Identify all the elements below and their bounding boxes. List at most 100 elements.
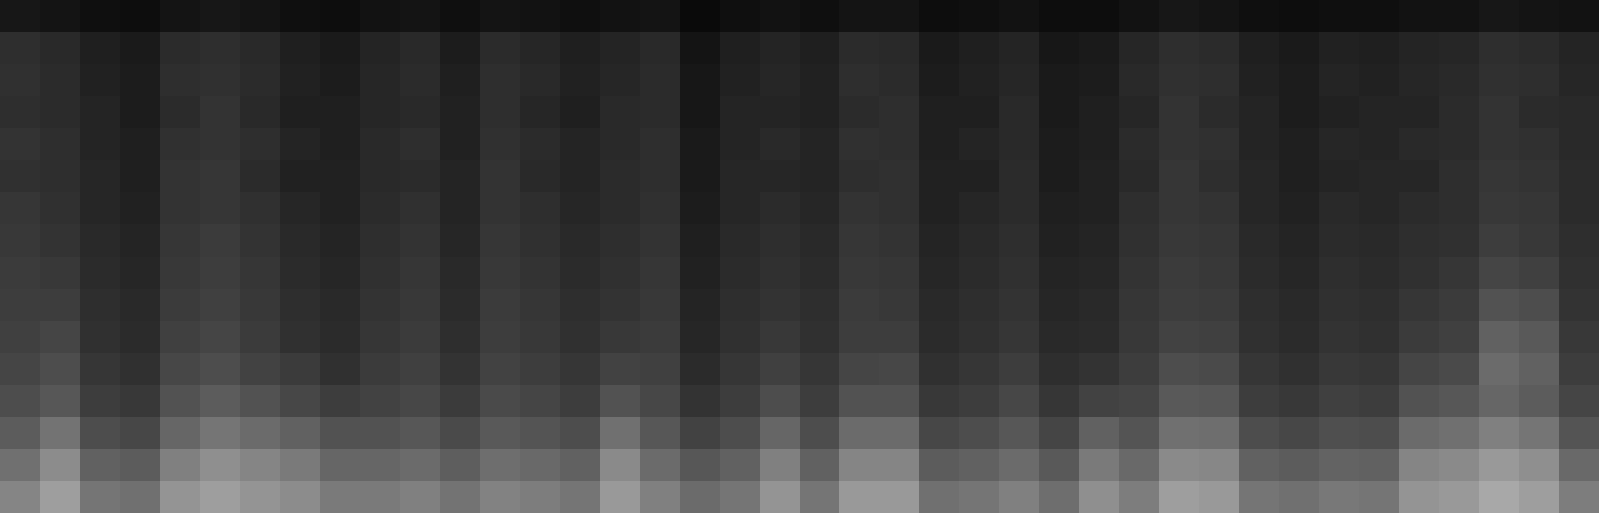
heatmap-cell [1279, 289, 1319, 322]
heatmap-cell [839, 385, 879, 418]
heatmap-cell [640, 64, 680, 97]
heatmap-cell [1319, 224, 1359, 257]
heatmap-cell [1279, 417, 1319, 450]
heatmap-cell [1279, 481, 1319, 513]
heatmap-cell [999, 96, 1039, 129]
heatmap-cell [1279, 385, 1319, 418]
heatmap-cell [320, 96, 360, 129]
heatmap-cell [760, 289, 800, 322]
heatmap-cell [320, 353, 360, 386]
heatmap-cell [1199, 192, 1239, 225]
heatmap-cell [600, 128, 640, 161]
heatmap-cell [919, 449, 959, 482]
heatmap-cell [160, 0, 200, 33]
heatmap-cell [760, 128, 800, 161]
heatmap-cell [839, 481, 879, 513]
heatmap-cell [600, 385, 640, 418]
heatmap-cell [360, 160, 400, 193]
heatmap-cell [440, 385, 480, 418]
heatmap-cell [400, 257, 440, 290]
heatmap-cell [1239, 0, 1279, 33]
heatmap-cell [560, 96, 600, 129]
heatmap-cell [1159, 257, 1199, 290]
heatmap-cell [40, 64, 80, 97]
heatmap-cell [879, 0, 919, 33]
heatmap-cell [1399, 96, 1439, 129]
heatmap-cell [560, 224, 600, 257]
heatmap-cell [0, 449, 40, 482]
heatmap-cell [839, 353, 879, 386]
heatmap-cell [200, 0, 240, 33]
heatmap-cell [919, 0, 959, 33]
heatmap-cell [80, 385, 120, 418]
heatmap-cell [1479, 160, 1519, 193]
heatmap-cell [200, 289, 240, 322]
heatmap-cell [1199, 96, 1239, 129]
heatmap-cell [160, 192, 200, 225]
heatmap-cell [40, 96, 80, 129]
heatmap-cell [560, 385, 600, 418]
heatmap-cell [1439, 449, 1479, 482]
heatmap-cell [720, 192, 760, 225]
heatmap-cell [879, 321, 919, 354]
heatmap-cell [120, 64, 160, 97]
heatmap-cell [1399, 321, 1439, 354]
heatmap-cell [839, 257, 879, 290]
heatmap-cell [800, 64, 840, 97]
heatmap-cell [0, 385, 40, 418]
heatmap-cell [680, 64, 720, 97]
heatmap-cell [1119, 321, 1159, 354]
heatmap-cell [520, 224, 560, 257]
heatmap-cell [80, 289, 120, 322]
heatmap-cell [959, 0, 999, 33]
heatmap-cell [1159, 481, 1199, 513]
heatmap-cell [1399, 32, 1439, 65]
heatmap-cell [640, 224, 680, 257]
heatmap-cell [480, 64, 520, 97]
heatmap-cell [1199, 32, 1239, 65]
heatmap-cell [120, 481, 160, 513]
heatmap-cell [1479, 449, 1519, 482]
heatmap-cell [280, 481, 320, 513]
heatmap-cell [80, 192, 120, 225]
heatmap-cell [1199, 0, 1239, 33]
heatmap-cell [240, 385, 280, 418]
heatmap-cell [200, 321, 240, 354]
heatmap-cell [720, 160, 760, 193]
heatmap-cell [999, 224, 1039, 257]
heatmap-cell [1319, 96, 1359, 129]
heatmap-cell [1119, 32, 1159, 65]
heatmap-cell [839, 417, 879, 450]
heatmap-cell [120, 128, 160, 161]
heatmap-cell [720, 257, 760, 290]
heatmap-cell [160, 353, 200, 386]
heatmap-cell [800, 417, 840, 450]
heatmap-cell [1479, 128, 1519, 161]
heatmap-cell [400, 64, 440, 97]
heatmap-cell [800, 96, 840, 129]
heatmap-cell [1119, 160, 1159, 193]
heatmap-cell [320, 449, 360, 482]
heatmap-cell [200, 192, 240, 225]
heatmap-cell [720, 32, 760, 65]
heatmap-cell [1199, 128, 1239, 161]
heatmap-cell [40, 160, 80, 193]
heatmap-cell [240, 449, 280, 482]
heatmap-cell [1439, 96, 1479, 129]
heatmap-cells [0, 0, 1599, 513]
heatmap-cell [160, 449, 200, 482]
heatmap-cell [440, 353, 480, 386]
heatmap-cell [1479, 64, 1519, 97]
heatmap-cell [440, 449, 480, 482]
heatmap-cell [879, 64, 919, 97]
heatmap-cell [400, 385, 440, 418]
heatmap-cell [480, 128, 520, 161]
heatmap-cell [919, 128, 959, 161]
heatmap-cell [879, 224, 919, 257]
heatmap-cell [440, 32, 480, 65]
heatmap-cell [280, 128, 320, 161]
heatmap-cell [1359, 289, 1399, 322]
heatmap-cell [1319, 353, 1359, 386]
heatmap-cell [600, 0, 640, 33]
heatmap-cell [480, 0, 520, 33]
